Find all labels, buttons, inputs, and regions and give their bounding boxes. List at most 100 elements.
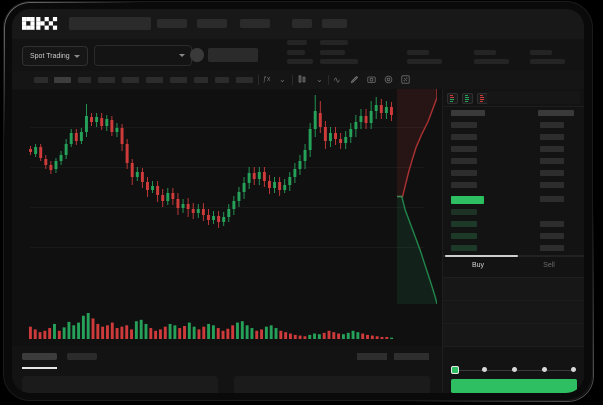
orders-tab-open[interactable]: [22, 353, 57, 360]
trading-mode-selector[interactable]: Spot Trading: [22, 46, 88, 66]
buy-sell-tabs: Buy Sell: [443, 259, 584, 277]
orderbook-mode-both-icon[interactable]: [447, 92, 458, 104]
orders-panel-right: [234, 376, 430, 393]
settings-gear-icon[interactable]: [384, 75, 393, 84]
chevron-down-icon: [73, 54, 80, 58]
ask-price: [451, 134, 477, 140]
stat-label: [407, 50, 429, 55]
nav-item-2[interactable]: [197, 19, 227, 28]
trading-mode-label: Spot Trading: [30, 52, 70, 60]
scrollbar-thumb[interactable]: [445, 255, 518, 257]
orderbook-depth-overlay: [397, 89, 437, 304]
fullscreen-icon[interactable]: [401, 75, 410, 84]
ask-size: [540, 146, 564, 152]
place-buy-order-button[interactable]: [451, 379, 577, 393]
ask-price: [451, 182, 477, 188]
timeframe-5[interactable]: [122, 77, 139, 83]
orderbook-display-modes: [447, 91, 488, 105]
timeframe-10[interactable]: [236, 77, 253, 83]
stat-label: [530, 50, 552, 55]
divider: [443, 277, 584, 278]
ask-size: [540, 182, 564, 188]
slider-stop-50[interactable]: [512, 367, 517, 372]
timeframe-8[interactable]: [194, 77, 208, 83]
orders-action-button-1[interactable]: [357, 353, 387, 360]
indicator-fx-icon[interactable]: ƒx: [263, 76, 271, 83]
nav-item-4[interactable]: [292, 19, 312, 28]
orders-section: [12, 346, 443, 393]
coin-avatar: [190, 48, 204, 62]
orderbook-toolbar-filler: [487, 91, 580, 104]
orders-tab-history[interactable]: [67, 353, 97, 360]
ask-size: [540, 134, 564, 140]
toolbar-divider: [328, 75, 329, 85]
okx-logo[interactable]: [22, 17, 62, 30]
stat-top-1: [287, 40, 307, 45]
bid-size: [540, 233, 564, 239]
app-screen: Spot Trading: [12, 9, 584, 393]
volume-bar-series: [28, 313, 394, 339]
trading-pair-selector[interactable]: [94, 45, 192, 66]
slider-stop-100[interactable]: [571, 367, 576, 372]
orders-action-button-2[interactable]: [394, 353, 429, 360]
ask-size: [540, 158, 564, 164]
timeframe-9[interactable]: [215, 77, 229, 83]
timeframe-7[interactable]: [170, 77, 187, 83]
chevron-down-icon: [179, 54, 185, 57]
wave-indicator-icon[interactable]: ∿: [333, 75, 341, 85]
market-stat-1: [287, 50, 313, 64]
market-stat-3: [407, 50, 442, 64]
order-book[interactable]: [443, 108, 584, 254]
global-search-input[interactable]: [69, 17, 151, 30]
tab-sell[interactable]: Sell: [543, 262, 555, 269]
bid-size: [540, 245, 564, 251]
orderbook-mode-bids-icon[interactable]: [462, 92, 473, 104]
ask-size: [540, 122, 564, 128]
nav-item-1[interactable]: [157, 19, 187, 28]
slider-stop-75[interactable]: [542, 367, 547, 372]
bid-price: [451, 245, 477, 251]
stat-top-2: [320, 40, 348, 45]
ask-price: [451, 122, 477, 128]
bid-price: [451, 233, 477, 239]
price-chart-panel[interactable]: [12, 89, 443, 304]
last-price-value: [208, 48, 258, 62]
slider-stop-25[interactable]: [482, 367, 487, 372]
chart-gridline: [30, 127, 424, 128]
last-price-highlight: [451, 196, 484, 204]
bid-price: [451, 209, 477, 215]
market-stat-2: [320, 50, 358, 64]
divider: [443, 106, 584, 107]
stat-label: [474, 50, 496, 55]
pencil-draw-icon[interactable]: [350, 75, 359, 84]
chevron-down-icon[interactable]: ⌄: [316, 75, 323, 84]
market-stat-5: [530, 50, 565, 64]
nav-item-3[interactable]: [240, 19, 270, 28]
timeframe-2[interactable]: [54, 77, 71, 83]
tab-buy[interactable]: Buy: [471, 262, 485, 269]
total-field[interactable]: [443, 324, 584, 347]
bid-size: [540, 221, 564, 227]
timeframe-1[interactable]: [34, 77, 48, 83]
toolbar-divider: [292, 75, 293, 85]
market-stat-4: [474, 50, 509, 64]
price-field[interactable]: [443, 278, 584, 301]
amount-field[interactable]: [443, 301, 584, 324]
timeframe-4[interactable]: [98, 77, 115, 83]
stat-value: [407, 59, 442, 64]
orderbook-scrollbar[interactable]: [443, 255, 584, 257]
slider-handle[interactable]: [451, 365, 459, 374]
timeframe-3[interactable]: [78, 77, 91, 83]
bid-price: [451, 221, 477, 227]
chevron-down-icon[interactable]: ⌄: [279, 75, 286, 84]
top-navigation-bar: [12, 9, 584, 39]
nav-item-5[interactable]: [322, 19, 347, 28]
amount-percent-slider[interactable]: [451, 365, 577, 375]
chart-gridline: [30, 207, 424, 208]
timeframe-6[interactable]: [146, 77, 163, 83]
candlestick-series: [29, 95, 393, 228]
camera-snapshot-icon[interactable]: [367, 75, 376, 84]
stat-value: [474, 59, 509, 64]
chart-type-icon[interactable]: [298, 75, 306, 84]
active-tab-underline: [22, 367, 57, 369]
